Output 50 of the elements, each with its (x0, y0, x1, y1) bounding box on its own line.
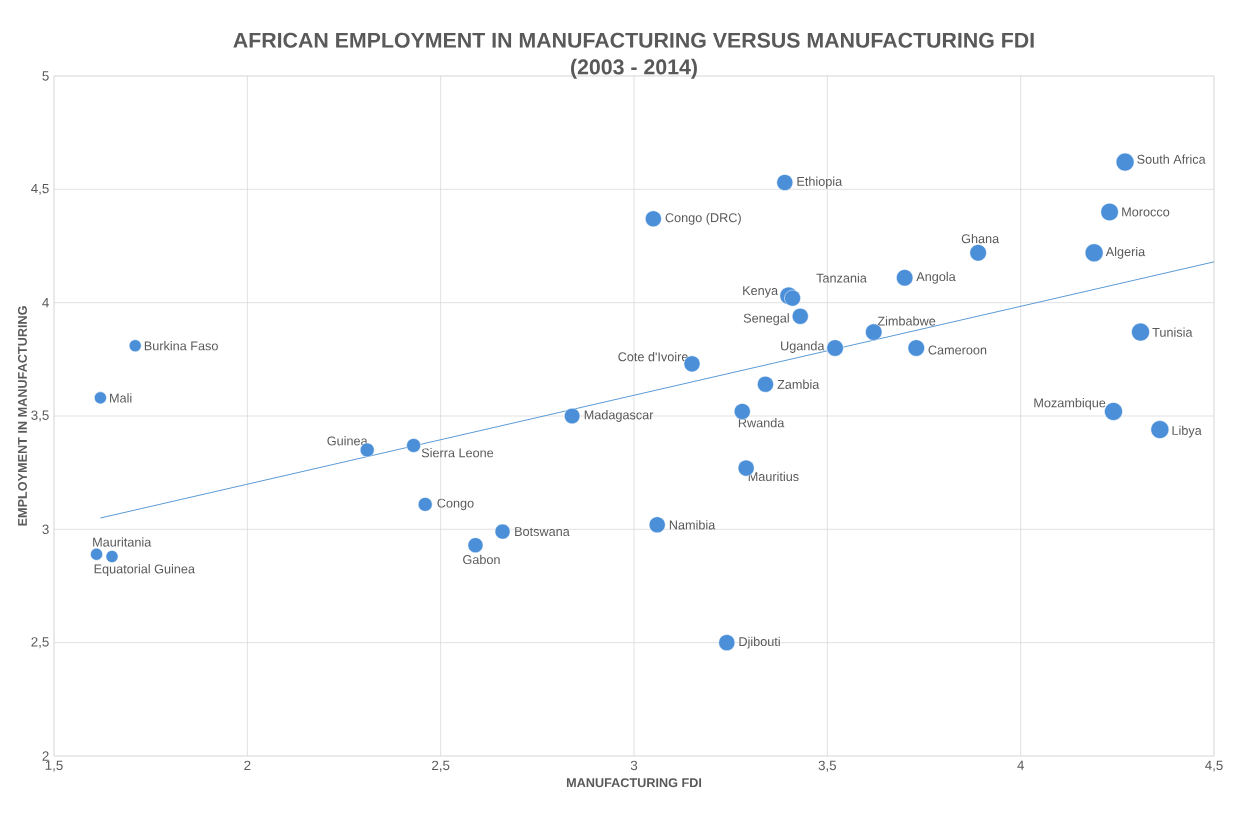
y-tick-label: 2 (42, 751, 49, 761)
series-label: Mali (110, 393, 132, 403)
series-label: Cameroon (928, 345, 987, 355)
series-label: Tanzania (816, 273, 867, 283)
series-label: Equatorial Guinea (94, 564, 195, 576)
y-tick-label: 4,5 (31, 183, 49, 195)
series-label: Senegal (743, 313, 789, 326)
x-tick-label: 3 (630, 760, 638, 771)
x-tick-label: 1,5 (45, 760, 63, 772)
series-label: Gabon (463, 554, 500, 565)
series-label: Namibia (669, 520, 716, 530)
chart-title: AFRICAN EMPLOYMENT IN MANUFACTURING VERSUS MANUFACTURING FDI (233, 32, 1034, 48)
series-label: Angola (916, 271, 956, 284)
y-tick-label: 3,5 (31, 410, 49, 422)
x-tick-label: 4,5 (1205, 760, 1223, 772)
series-label: Botswana (515, 527, 570, 537)
series-label: Libya (1172, 425, 1202, 438)
series-label: Ethiopia (797, 176, 843, 189)
series-label: Uganda (781, 341, 825, 353)
series-label: Mauritania (93, 537, 152, 547)
series-label: Mozambique (1034, 398, 1106, 410)
series-label: Cote d'Ivoire (618, 351, 688, 362)
x-tick-label: 4 (1017, 760, 1024, 770)
y-axis-title: EMPLOYMENT IN MANUFACTURING (17, 306, 27, 526)
series-label: Ghana (961, 233, 1000, 244)
chart-subtitle: (2003 - 2014) (571, 58, 697, 79)
y-tick-label: 3 (42, 524, 49, 535)
series-label: Sierra Leone (421, 448, 494, 458)
x-tick-label: 2,5 (432, 760, 450, 772)
series-label: Mauritius (748, 471, 799, 482)
series-label: Zimbabwe (877, 316, 936, 326)
series-label: Congo (437, 498, 474, 511)
series-label: Burkina Faso (144, 341, 218, 351)
x-axis-title: MANUFACTURING FDI (566, 778, 702, 788)
series-label: Congo (DRC) (665, 212, 741, 225)
series-label: Tunisia (1152, 327, 1193, 337)
series-label: Djibouti (739, 636, 780, 649)
y-tick-label: 4 (42, 298, 49, 308)
series-label: Rwanda (738, 418, 785, 428)
series-label: Zambia (777, 379, 820, 389)
series-label: Madagascar (584, 410, 654, 422)
series-label: Algeria (1105, 246, 1146, 259)
series-label: Kenya (743, 286, 779, 298)
y-tick-label: 5 (42, 71, 49, 81)
series-label: South Africa (1137, 154, 1206, 164)
series-label: Morocco (1122, 207, 1170, 217)
series-label: Guinea (327, 436, 368, 446)
y-tick-label: 2,5 (31, 637, 49, 649)
x-tick-label: 2 (244, 760, 251, 771)
x-tick-label: 3,5 (818, 760, 837, 772)
